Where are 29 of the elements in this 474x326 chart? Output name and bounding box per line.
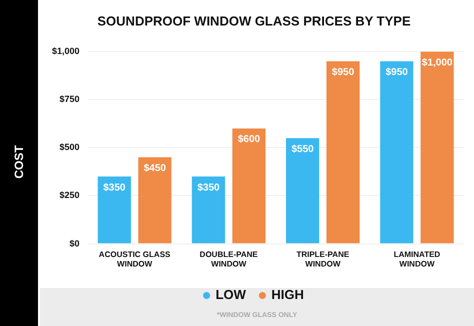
- data-label: $550: [291, 144, 314, 155]
- data-label: $950: [332, 66, 355, 78]
- y-tick-label: $500: [59, 142, 80, 152]
- x-tick-label: TRIPLE-PANE WINDOW: [296, 250, 350, 268]
- data-label: $600: [238, 134, 260, 146]
- y-tick-label: $0: [70, 238, 80, 248]
- x-tick-label: LAMINATED WINDOW: [394, 250, 440, 268]
- x-tick-label: DOUBLE-PANE WINDOW: [200, 250, 258, 268]
- legend-label: HIGH: [271, 287, 304, 302]
- data-label: $350: [103, 182, 126, 194]
- bar: [192, 176, 226, 244]
- bar: [380, 61, 414, 244]
- data-label: $1,000: [422, 57, 453, 68]
- bar: [232, 128, 266, 244]
- y-axis-title: COST: [12, 145, 26, 179]
- x-tick-label: ACOUSTIC GLASS WINDOW: [98, 250, 172, 268]
- y-tick-label: $750: [59, 94, 80, 104]
- data-label: $950: [386, 66, 408, 78]
- bar: [98, 176, 131, 244]
- data-label: $450: [144, 163, 166, 174]
- bar: [286, 138, 320, 244]
- bar: [138, 157, 172, 244]
- legend-label: LOW: [216, 287, 247, 302]
- y-tick-label: $250: [59, 190, 80, 200]
- y-tick-label: $1,000: [52, 46, 80, 56]
- chart-title: SOUNDPROOF WINDOW GLASS PRICES BY TYPE: [97, 13, 411, 28]
- bar: [420, 52, 454, 244]
- data-label: $350: [197, 182, 220, 194]
- bar: [326, 61, 360, 244]
